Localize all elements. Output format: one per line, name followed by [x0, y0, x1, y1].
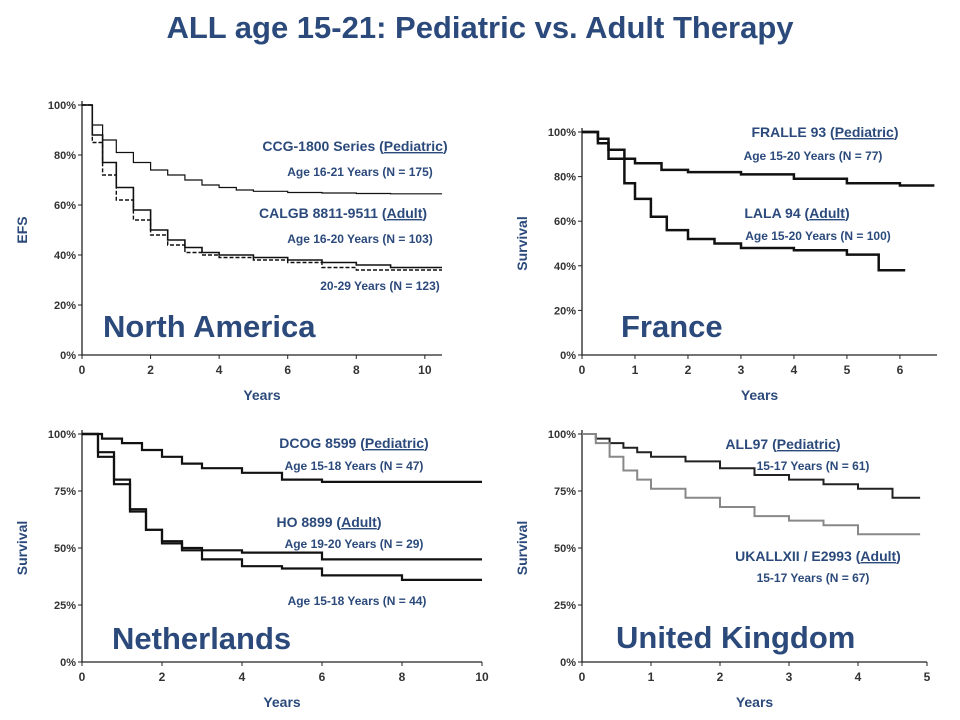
north-america-y-tick-label: 0% [60, 350, 76, 362]
france-y-tick-label: 100% [548, 127, 576, 139]
united-kingdom-y-tick-label: 25% [554, 600, 576, 612]
north-america-y-axis-label: EFS [14, 216, 30, 243]
france-x-tick-label: 0 [579, 363, 586, 377]
north-america-y-tick-label: 20% [54, 300, 76, 312]
united-kingdom-region-label: United Kingdom [616, 620, 855, 655]
netherlands-x-tick-label: 8 [399, 670, 406, 684]
united-kingdom-series-all97-pediatric [582, 433, 921, 499]
united-kingdom-y-axis-label: Survival [514, 521, 530, 575]
north-america-x-tick-label: 6 [284, 363, 291, 377]
netherlands-y-tick-label: 0% [60, 657, 76, 669]
united-kingdom-x-tick-label: 2 [717, 670, 724, 684]
netherlands-annotation-detail: Age 19-20 Years (N = 29) [285, 537, 424, 551]
netherlands-x-tick-label: 2 [159, 670, 166, 684]
united-kingdom-x-tick-label: 5 [924, 670, 931, 684]
france-annotation-name: FRALLE 93 (Pediatric) [751, 124, 898, 140]
france-x-tick-label: 5 [844, 363, 851, 377]
north-america-region-label: North America [103, 309, 316, 344]
france-y-tick-label: 20% [554, 305, 576, 317]
france-annotation-detail: Age 15-20 Years (N = 100) [745, 229, 891, 243]
netherlands-series-dcog-8599-pediatric [82, 432, 482, 483]
netherlands-y-tick-label: 50% [54, 543, 76, 555]
netherlands-annotation-detail: Age 15-18 Years (N = 44) [288, 594, 427, 608]
france-x-tick-label: 3 [738, 363, 745, 377]
north-america-annotation-detail: Age 16-21 Years (N = 175) [287, 165, 433, 179]
north-america-x-tick-label: 10 [418, 363, 432, 377]
united-kingdom-series-ukallxii-e2993-adult [582, 433, 921, 536]
france-annotation-detail: Age 15-20 Years (N = 77) [744, 149, 883, 163]
netherlands-annotation-detail: Age 15-18 Years (N = 47) [285, 459, 424, 473]
united-kingdom-annotation-detail: 15-17 Years (N = 67) [757, 571, 870, 585]
united-kingdom-y-tick-label: 50% [554, 543, 576, 555]
netherlands-x-tick-label: 0 [79, 670, 86, 684]
page-title: ALL age 15-21: Pediatric vs. Adult Thera… [166, 10, 794, 45]
netherlands-y-tick-label: 75% [54, 486, 76, 498]
united-kingdom-y-tick-label: 0% [560, 657, 576, 669]
netherlands-region-label: Netherlands [112, 621, 291, 656]
france-x-tick-label: 1 [632, 363, 639, 377]
north-america-annotation-name: CCG-1800 Series (Pediatric) [262, 138, 447, 154]
north-america-y-tick-label: 80% [54, 150, 76, 162]
netherlands-annotation-name: HO 8899 (Adult) [276, 514, 381, 530]
united-kingdom-x-tick-label: 1 [648, 670, 655, 684]
north-america-x-axis-label: Years [243, 387, 281, 403]
united-kingdom-y-tick-label: 100% [548, 429, 576, 441]
france-y-tick-label: 80% [554, 172, 576, 184]
netherlands-y-tick-label: 25% [54, 600, 76, 612]
united-kingdom-y-tick-label: 75% [554, 486, 576, 498]
france-y-tick-label: 60% [554, 216, 576, 228]
netherlands-x-tick-label: 6 [319, 670, 326, 684]
netherlands-y-tick-label: 100% [48, 429, 76, 441]
north-america-x-tick-label: 8 [353, 363, 360, 377]
netherlands-y-axis-label: Survival [14, 521, 30, 575]
north-america-annotation-name: CALGB 8811-9511 (Adult) [259, 205, 427, 221]
france-x-tick-label: 4 [791, 363, 798, 377]
france-y-tick-label: 40% [554, 261, 576, 273]
netherlands-x-axis-label: Years [263, 694, 301, 710]
netherlands-series-age-15-18-years-n-44 [82, 432, 482, 581]
united-kingdom-annotation-detail: 15-17 Years (N = 61) [757, 459, 870, 473]
united-kingdom-x-tick-label: 0 [579, 670, 586, 684]
netherlands-annotation-name: DCOG 8599 (Pediatric) [279, 435, 428, 451]
france-y-axis-label: Survival [514, 216, 530, 270]
north-america-annotation-detail: Age 16-20 Years (N = 103) [287, 232, 433, 246]
france-annotation-name: LALA 94 (Adult) [744, 205, 849, 221]
netherlands-x-tick-label: 10 [475, 670, 489, 684]
united-kingdom-x-axis-label: Years [736, 694, 774, 710]
france-y-tick-label: 0% [560, 350, 576, 362]
north-america-y-tick-label: 60% [54, 200, 76, 212]
north-america-series-20-29-years-n-123 [82, 104, 442, 271]
united-kingdom-annotation-name: ALL97 (Pediatric) [725, 436, 840, 452]
north-america-annotation-detail: 20-29 Years (N = 123) [320, 279, 440, 293]
united-kingdom-x-tick-label: 3 [786, 670, 793, 684]
france-x-tick-label: 6 [897, 363, 904, 377]
north-america-y-tick-label: 40% [54, 250, 76, 262]
north-america-x-tick-label: 0 [79, 363, 86, 377]
north-america-series-ccg-1800-series-pediatric [82, 104, 442, 195]
north-america-x-tick-label: 4 [216, 363, 223, 377]
north-america-x-tick-label: 2 [147, 363, 154, 377]
north-america-series-calgb-8811-9511-adult [82, 104, 442, 269]
united-kingdom-annotation-name: UKALLXII / E2993 (Adult) [735, 548, 901, 564]
netherlands-x-tick-label: 4 [239, 670, 246, 684]
north-america-y-tick-label: 100% [48, 100, 76, 112]
united-kingdom-x-tick-label: 4 [855, 670, 862, 684]
france-x-axis-label: Years [741, 387, 779, 403]
france-series-lala-94-adult [582, 130, 906, 272]
france-x-tick-label: 2 [685, 363, 692, 377]
france-region-label: France [621, 309, 723, 344]
